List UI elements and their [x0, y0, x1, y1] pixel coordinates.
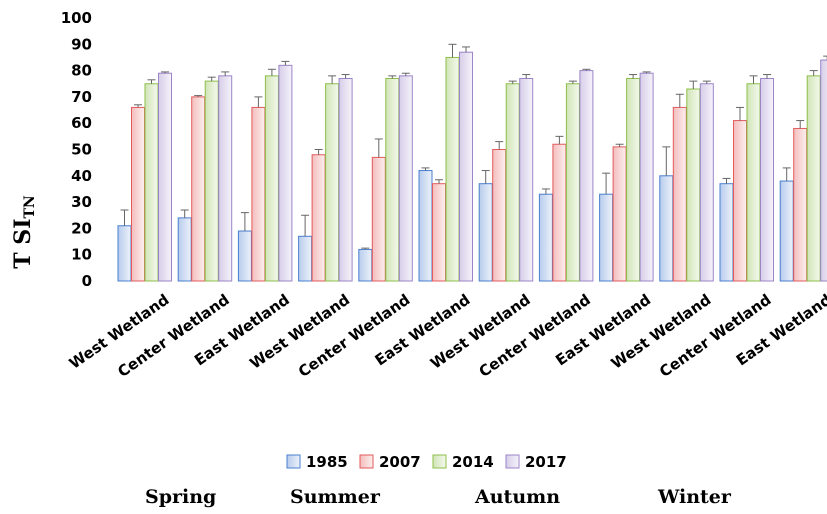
y-tick-label: 30	[71, 193, 92, 211]
y-tick-label: 20	[71, 219, 92, 237]
x-category-label: West Wetland	[608, 291, 715, 373]
legend-swatch	[432, 454, 447, 469]
y-axis-label: T SITN	[10, 195, 38, 269]
y-tick-label: 100	[61, 9, 92, 27]
bar	[806, 75, 821, 282]
bar	[338, 77, 353, 282]
bar	[385, 77, 400, 282]
bar	[278, 64, 293, 282]
bar	[505, 83, 520, 282]
bar	[599, 193, 614, 282]
bar	[820, 59, 827, 282]
bar	[204, 80, 219, 282]
season-labels: Spring Summer Autumn Winter	[145, 486, 732, 508]
bar	[371, 156, 386, 282]
bar	[358, 248, 373, 282]
bar	[432, 183, 446, 282]
y-tick-label: 80	[71, 62, 92, 80]
bar	[733, 120, 747, 282]
bar	[131, 106, 145, 282]
y-tick-label: 70	[71, 88, 92, 106]
bar	[492, 149, 507, 282]
legend: 1985 2007 2014 2017	[286, 453, 567, 471]
bar	[760, 77, 774, 282]
season-label: Spring	[145, 486, 216, 508]
legend-label: 2014	[452, 453, 494, 471]
bar	[699, 83, 714, 282]
y-axis-label-main: T SI	[10, 219, 36, 269]
bar	[398, 75, 413, 282]
legend-swatch	[286, 454, 301, 469]
bar	[519, 77, 534, 282]
bar	[565, 83, 580, 282]
bar	[626, 77, 641, 282]
bar	[672, 106, 687, 282]
bar	[298, 235, 313, 282]
bar	[659, 175, 674, 282]
legend-label: 2017	[525, 453, 567, 471]
bar-marks	[117, 43, 827, 282]
y-tick-label: 0	[82, 272, 92, 290]
legend-swatch	[359, 454, 374, 469]
x-category-label: Center Wetland	[114, 291, 232, 381]
y-tick-label: 40	[71, 167, 92, 185]
bar	[158, 72, 172, 282]
bar	[478, 183, 493, 282]
bar	[719, 183, 734, 282]
bar	[177, 217, 192, 282]
bar	[639, 72, 654, 282]
bar	[311, 154, 326, 282]
bar	[746, 83, 761, 282]
bar	[237, 230, 252, 282]
y-axis-ticks: 0 10 20 30 40 50 60 70 80 90 100	[61, 9, 92, 290]
bar	[779, 180, 794, 282]
season-label: Summer	[290, 486, 381, 508]
legend-swatch	[505, 454, 520, 469]
x-category-label: West Wetland	[427, 291, 534, 373]
y-tick-label: 90	[71, 35, 92, 53]
y-tick-label: 60	[71, 114, 92, 132]
x-category-label: Center Wetland	[656, 291, 774, 381]
bar	[117, 225, 132, 282]
bar	[325, 83, 340, 282]
bar	[191, 96, 206, 282]
x-category-label: West Wetland	[246, 291, 353, 373]
bar	[445, 56, 460, 282]
season-label: Winter	[657, 486, 732, 508]
y-tick-label: 10	[71, 246, 92, 264]
season-label: Autumn	[474, 486, 560, 508]
x-category-label: Center Wetland	[295, 291, 413, 381]
bar	[686, 88, 701, 282]
bar	[264, 75, 279, 282]
x-category-label: West Wetland	[66, 291, 173, 373]
legend-label: 1985	[306, 453, 348, 471]
x-category-label: Center Wetland	[476, 291, 594, 381]
y-tick-label: 50	[71, 141, 92, 159]
bar	[552, 143, 567, 282]
bar	[218, 75, 233, 282]
bar	[612, 146, 627, 282]
bar	[459, 51, 473, 282]
bar	[793, 127, 808, 282]
y-axis-label-subscript: TN	[22, 195, 38, 218]
bar	[251, 106, 266, 282]
bar	[538, 193, 553, 282]
bar	[144, 83, 159, 282]
bar	[579, 70, 594, 282]
bar	[418, 170, 433, 282]
legend-label: 2007	[379, 453, 421, 471]
